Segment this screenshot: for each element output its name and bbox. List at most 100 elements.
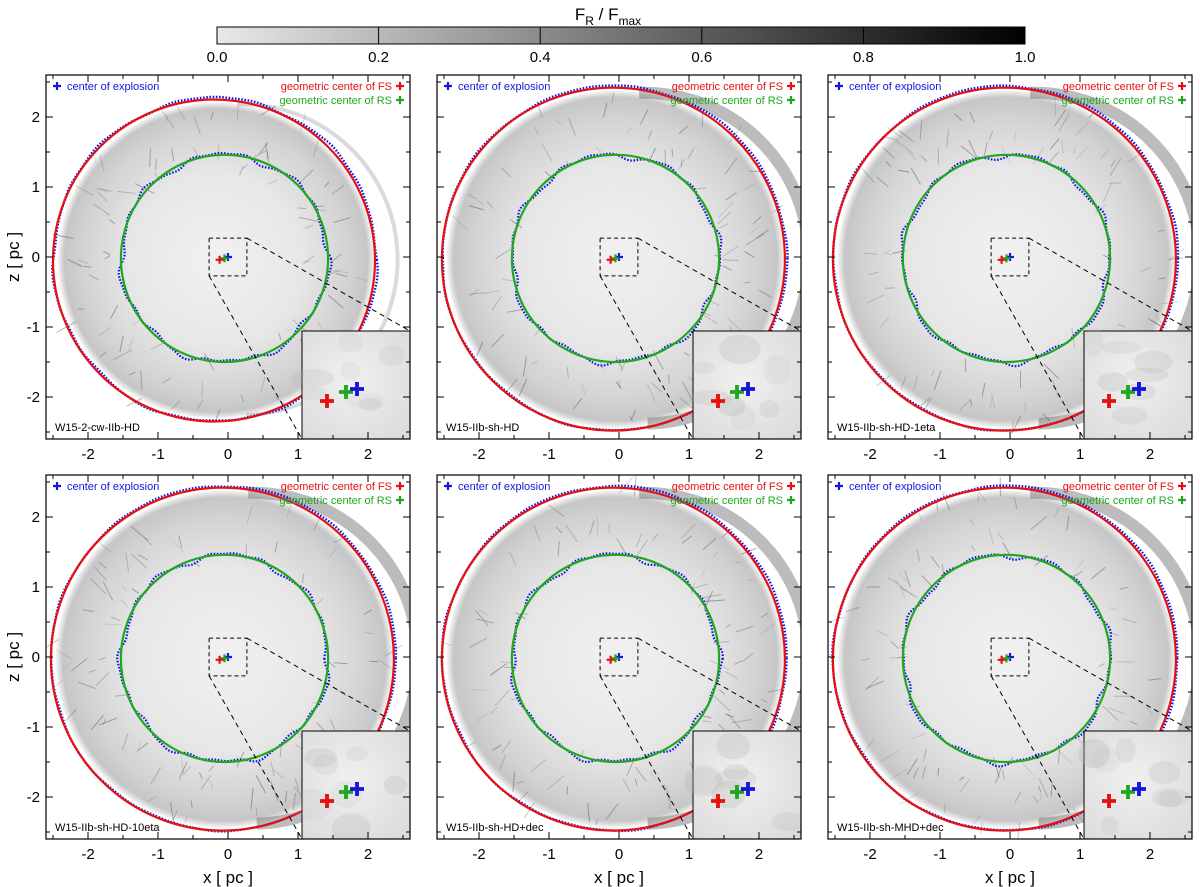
x-tick-label: -1 (151, 846, 164, 863)
x-tick-label: -2 (863, 846, 876, 863)
model-label: W15-IIb-sh-HD+dec (446, 822, 544, 834)
y-tick-label: 2 (32, 109, 40, 126)
legend-explosion-symbol (53, 482, 61, 490)
inset-explosion-center-marker (741, 382, 755, 396)
colorbar-tick-label: 0.0 (207, 49, 228, 66)
axis-ticks (828, 475, 1192, 839)
rs-center-marker (220, 254, 229, 263)
inset-rs-center-marker (339, 385, 353, 399)
legend-explosion-symbol (444, 482, 452, 490)
panel-6: center of explosion geometric center of F… (827, 474, 1193, 887)
x-tick-label: 0 (224, 846, 232, 863)
reverse-shock-fit (510, 553, 721, 764)
model-label: W15-IIb-sh-HD-10eta (55, 822, 160, 834)
zoom-connector (990, 675, 1085, 839)
legend-fs-symbol (1178, 482, 1186, 490)
reverse-shock-fit (901, 153, 1112, 364)
legend-rs: geometric center of RS (280, 95, 393, 107)
reverse-shock-contour (901, 553, 1113, 768)
legend-fs-symbol (396, 82, 404, 90)
axis-ticks (437, 475, 801, 839)
model-label: W15-IIb-sh-MHD+dec (837, 822, 944, 834)
inset-explosion-center-marker (741, 782, 755, 796)
axis-ticks (437, 75, 801, 439)
x-tick-label: -1 (542, 446, 555, 463)
y-tick-label: 1 (32, 579, 40, 596)
forward-shock-fit (440, 486, 787, 832)
inset-rs-center-marker (730, 385, 744, 399)
x-tick-label: 1 (1076, 446, 1084, 463)
colorbar: FR / Fmax 0.0 0.2 0.4 0.6 0.8 1.0 (207, 5, 1036, 66)
y-tick-label: -2 (27, 789, 40, 806)
zoom-inset (1083, 326, 1192, 439)
x-tick-label: 2 (755, 446, 763, 463)
rs-center-marker (220, 654, 229, 663)
model-label: W15-IIb-sh-HD-1eta (837, 422, 936, 434)
legend-rs: geometric center of RS (1062, 495, 1175, 507)
y-axis-title: z [ pc ] (4, 232, 23, 282)
plot-area (828, 475, 1192, 839)
x-tick-label: -1 (933, 846, 946, 863)
inset-explosion-center-marker (350, 382, 364, 396)
legend-explosion-symbol (835, 482, 843, 490)
legend-rs: geometric center of RS (671, 95, 784, 107)
x-tick-label: -2 (472, 846, 485, 863)
y-tick-label: 0 (32, 249, 40, 266)
forward-shock-fit (831, 86, 1178, 432)
plot-area (437, 475, 801, 839)
plot-area (46, 475, 410, 839)
inset-fs-center-marker (1102, 394, 1116, 408)
x-tick-label: 0 (615, 446, 623, 463)
legend-fs: geometric center of FS (281, 81, 392, 93)
y-axis-title: z [ pc ] (4, 632, 23, 682)
x-tick-label: -1 (933, 446, 946, 463)
zoom-connector (208, 275, 303, 439)
zoom-connector (1028, 237, 1192, 332)
legend-rs-symbol (396, 96, 404, 104)
colorbar-tick-label: 0.4 (530, 49, 551, 66)
x-tick-label: 1 (685, 446, 693, 463)
y-tick-label: 2 (32, 509, 40, 526)
colorbar-ticks: 0.0 0.2 0.4 0.6 0.8 1.0 (207, 27, 1036, 66)
x-tick-label: 2 (364, 446, 372, 463)
x-tick-label: -2 (863, 446, 876, 463)
legend-fs: geometric center of FS (1063, 81, 1174, 93)
zoom-box (599, 637, 639, 677)
y-tick-label: -1 (27, 319, 40, 336)
zoom-inset (291, 730, 410, 839)
y-tick-label: 1 (32, 179, 40, 196)
legend-rs-symbol (1178, 496, 1186, 504)
x-tick-label: -2 (81, 446, 94, 463)
zoom-connector (1028, 637, 1192, 732)
panel-2: center of explosion geometric center of F… (436, 74, 802, 463)
x-tick-label: 2 (1146, 446, 1154, 463)
zoom-connector (246, 237, 410, 332)
zoom-inset (290, 330, 410, 439)
reverse-shock-contour (511, 152, 723, 367)
x-tick-label: 1 (294, 446, 302, 463)
zoom-box (599, 237, 639, 277)
x-tick-label: 1 (294, 846, 302, 863)
legend-rs: geometric center of RS (280, 495, 393, 507)
panel-1: center of explosion geometric center of F… (4, 74, 411, 463)
y-tick-label: -1 (27, 719, 40, 736)
legend-explosion: center of explosion (67, 481, 159, 493)
colorbar-tick-label: 0.6 (691, 49, 712, 66)
x-tick-label: 0 (1006, 846, 1014, 863)
legend-explosion: center of explosion (67, 81, 159, 93)
axis-ticks (46, 475, 410, 839)
legend-fs: geometric center of FS (672, 81, 783, 93)
panel-5: center of explosion geometric center of F… (436, 474, 802, 887)
x-tick-label: 2 (755, 846, 763, 863)
plot-area (437, 75, 801, 439)
zoom-box (990, 237, 1030, 277)
fs-center-marker (997, 655, 1006, 664)
legend-rs-symbol (1178, 96, 1186, 104)
legend-fs: geometric center of FS (1063, 481, 1174, 493)
model-label: W15-IIb-sh-HD (446, 422, 519, 434)
inset-rs-center-marker (339, 785, 353, 799)
legend-fs: geometric center of FS (281, 481, 392, 493)
colorbar-tick-label: 1.0 (1015, 49, 1036, 66)
rs-center-marker (1002, 254, 1011, 263)
